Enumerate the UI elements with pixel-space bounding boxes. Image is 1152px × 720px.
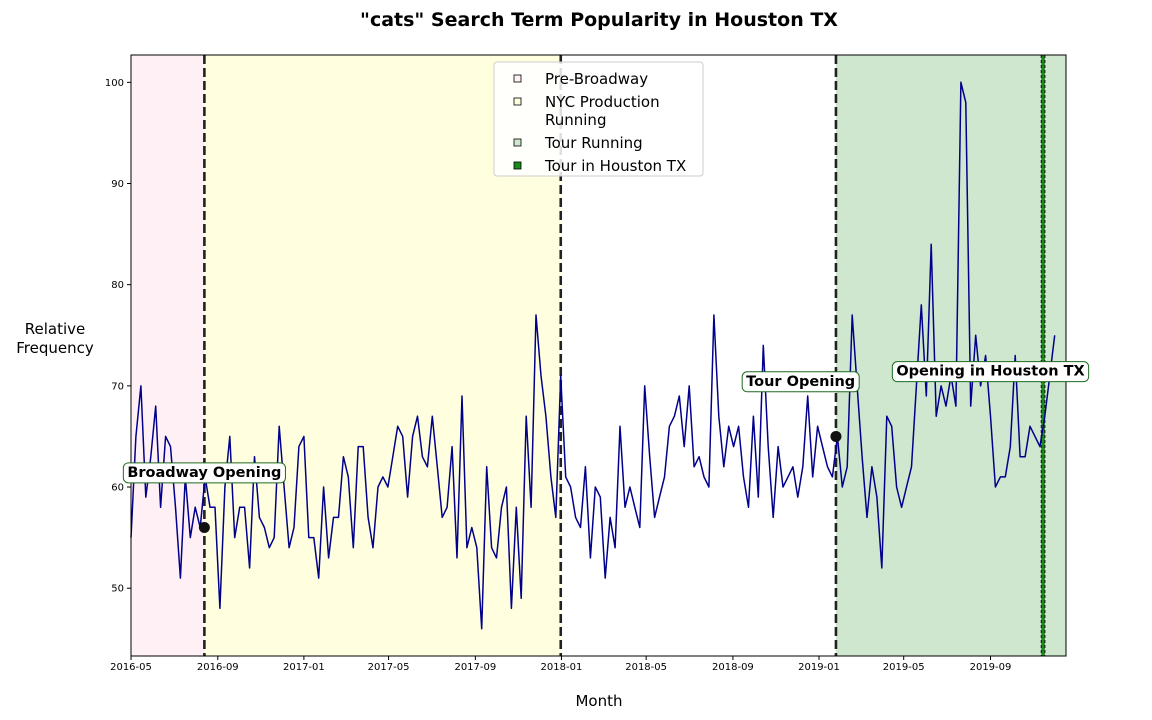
chart-title: "cats" Search Term Popularity in Houston… <box>360 9 838 31</box>
x-tick-label: 2019-05 <box>883 662 925 673</box>
legend-label-line: NYC Production <box>545 93 660 111</box>
x-tick-label: 2018-01 <box>541 662 583 673</box>
annotation-text: Opening in Houston TX <box>896 364 1084 380</box>
annotation-frame <box>741 371 860 393</box>
series-line-0 <box>130 81 1056 630</box>
x-tick-label: 2018-09 <box>712 662 754 673</box>
annotation-frame <box>891 361 1090 383</box>
x-tick-label: 2017-01 <box>283 662 325 673</box>
annotation-text: Broadway Opening <box>127 465 281 481</box>
legend: Pre-Broadway NYC Production Running Tour Ru… <box>493 61 704 177</box>
annotations: Broadway Opening Tour Opening Opening in H… <box>122 361 1090 534</box>
annotation-text: Tour Opening <box>746 374 855 390</box>
x-tick-label: 2017-05 <box>368 662 410 673</box>
annotation-marker-1 <box>830 430 842 442</box>
plot-frame <box>130 54 1067 657</box>
annotation-box-1: Tour Opening <box>741 371 860 393</box>
legend-label-line: Tour Running <box>544 134 643 152</box>
y-tick-label: 80 <box>111 280 124 291</box>
annotation-box-2: Opening in Houston TX <box>891 361 1090 383</box>
legend-frame <box>493 61 704 177</box>
legend-swatch-1 <box>513 97 522 106</box>
legend-label-0: Pre-Broadway <box>545 70 648 88</box>
legend-swatch-3 <box>513 161 522 170</box>
y-tick-label: 70 <box>111 381 124 392</box>
y-tick-label: 90 <box>111 179 124 190</box>
x-tick-label: 2017-09 <box>454 662 496 673</box>
x-tick-label: 2016-05 <box>110 662 152 673</box>
annotation-marker-0 <box>198 522 210 534</box>
y-tick-label: 100 <box>105 78 124 89</box>
y-tick-label: 50 <box>111 584 124 595</box>
phase-span-3 <box>1041 55 1045 656</box>
x-tick-label: 2019-01 <box>798 662 840 673</box>
legend-label-1: NYC Production Running <box>545 93 660 129</box>
y-axis-label-line: Relative <box>25 320 86 338</box>
annotation-box-0: Broadway Opening <box>122 462 286 484</box>
legend-swatch-2 <box>513 138 522 147</box>
y-tick-label: 60 <box>111 483 124 494</box>
phase-span-0 <box>131 55 205 656</box>
y-axis-label: Relative Frequency <box>16 320 94 357</box>
legend-label-2: Tour Running <box>544 134 643 152</box>
annotation-frame <box>122 462 286 484</box>
legend-swatch-0 <box>513 74 522 83</box>
y-axis: 50 60 70 80 90 100 <box>105 78 131 595</box>
legend-label-line: Running <box>545 111 606 129</box>
legend-label-3: Tour in Houston TX <box>544 157 686 175</box>
legend-label-line: Tour in Houston TX <box>544 157 686 175</box>
x-tick-label: 2018-05 <box>625 662 667 673</box>
phase-span-2 <box>835 55 1066 656</box>
x-axis-label: Month <box>575 692 622 710</box>
legend-label-line: Pre-Broadway <box>545 70 648 88</box>
x-tick-label: 2016-09 <box>197 662 239 673</box>
y-axis-label-line: Frequency <box>16 339 94 357</box>
x-tick-label: 2019-09 <box>970 662 1012 673</box>
x-axis: 2016-05 2016-09 2017-01 2017-05 2017-09 2018-… <box>110 656 1011 673</box>
